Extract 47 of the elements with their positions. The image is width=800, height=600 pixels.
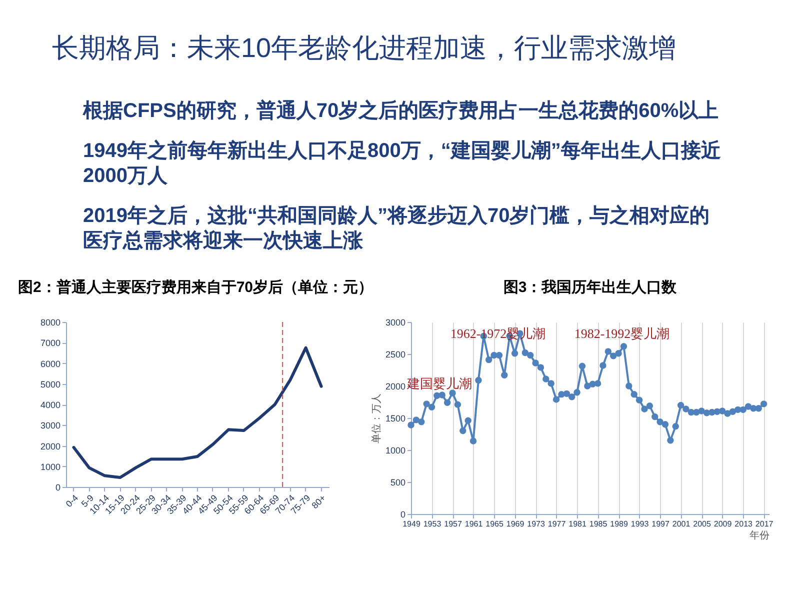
x-tick-label: 1997 — [652, 520, 670, 528]
y-tick-label: 4000 — [40, 400, 60, 410]
x-tick-label: 1981 — [568, 520, 587, 528]
y-tick-label: 3000 — [385, 318, 406, 328]
y-tick-label: 1000 — [385, 446, 406, 456]
chart-title: 图3：我国历年出生人口数 — [503, 279, 678, 296]
y-tick-label: 1500 — [385, 414, 406, 424]
y-tick-label: 500 — [390, 478, 406, 488]
y-tick-label: 0 — [55, 482, 60, 492]
y-tick-label: 2500 — [385, 350, 406, 360]
x-tick-label: 1973 — [527, 520, 546, 528]
x-tick-label: 1957 — [444, 520, 462, 528]
x-tick-label: 1961 — [464, 520, 484, 528]
x-tick-label: 1969 — [506, 520, 525, 528]
x-tick-label: 1985 — [589, 520, 608, 528]
y-tick-label: 3000 — [40, 420, 60, 431]
x-tick-label: 80+ — [310, 492, 328, 511]
y-tick-label: 7000 — [40, 338, 60, 348]
y-tick-label: 0 — [400, 510, 406, 520]
y-tick-label: 2000 — [385, 382, 406, 392]
y-tick-label: 1000 — [40, 462, 60, 472]
x-tick-label: 1953 — [423, 520, 442, 528]
x-tick-label: 1949 — [402, 520, 421, 528]
y-tick-label: 8000 — [40, 318, 60, 328]
x-tick-label: 2013 — [734, 520, 754, 528]
y-axis-title: 单位：万人 — [370, 394, 382, 444]
x-tick-label: 2001 — [672, 520, 691, 528]
x-tick-label: 1965 — [486, 520, 504, 528]
y-tick-label: 2000 — [40, 441, 60, 452]
x-tick-label: 2005 — [693, 520, 712, 528]
text: 2019年之后，这批“共和国同龄人”将逐步迈入70岁门槛，与之相对应的医疗总需求将迎来一次快速上涨 — [83, 204, 710, 252]
chart-title: 图2：普通人主要医疗费用来自于70岁后（单位：元） — [18, 278, 374, 296]
x-tick-label: 2009 — [714, 520, 732, 528]
x-tick-label: 1989 — [610, 520, 628, 528]
text: 1949年之前每年新出生人口不足800万，“建国婴儿潮”每年出生人口接近2000万人 — [83, 139, 721, 187]
text: 长期格局：未来10年老龄化进程加速，行业需求激增 — [52, 33, 676, 63]
x-axis-title: 年份 — [750, 530, 770, 542]
x-tick-label: 2017 — [755, 520, 774, 528]
annotation: 1982-1992婴儿潮 — [574, 326, 670, 341]
line-series — [72, 346, 323, 480]
x-tick-label: 1977 — [548, 520, 566, 528]
text: 根据CFPS的研究，普通人70岁之后的医疗费用占一生总花费的60%以上 — [82, 99, 719, 122]
y-tick-label: 5000 — [40, 379, 60, 390]
x-tick-label: 1993 — [630, 520, 650, 528]
annotation: 建国婴儿潮 — [406, 376, 472, 391]
x-tick-label: 0-4 — [64, 492, 80, 510]
y-tick-label: 6000 — [40, 358, 60, 369]
